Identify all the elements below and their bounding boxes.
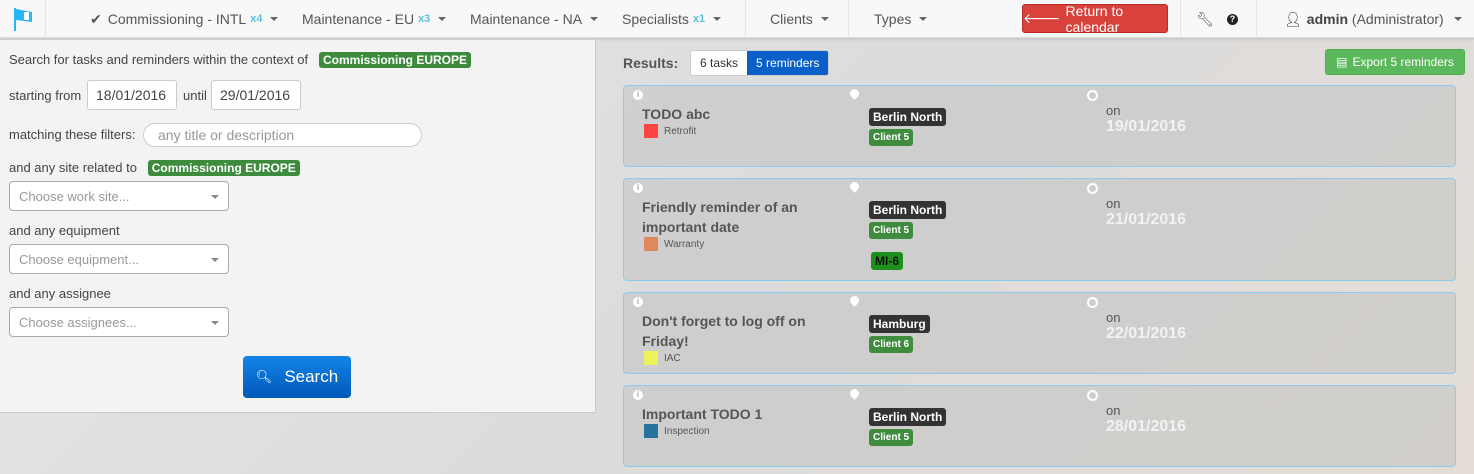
reminder-type: Inspection xyxy=(644,424,710,438)
caret-down-icon xyxy=(270,17,279,21)
until-label: until xyxy=(183,88,207,103)
location-pin-icon xyxy=(848,387,861,400)
reminder-date: 22/01/2016 xyxy=(1106,325,1187,342)
flag-logo-icon xyxy=(13,7,32,31)
caret-down-icon xyxy=(919,17,928,21)
location-pin-icon xyxy=(848,180,861,193)
on-label: on xyxy=(1106,310,1121,325)
caret-down-icon xyxy=(820,17,829,21)
equipment-label: and any equipment xyxy=(9,223,120,238)
arrow-left-icon: 🡐 xyxy=(1023,10,1061,26)
search-panel: Search for tasks and reminders within th… xyxy=(0,39,596,413)
site-badge: Berlin North xyxy=(869,408,947,426)
list-icon: ▤ xyxy=(1336,55,1348,69)
clock-icon xyxy=(1087,90,1098,101)
search-button[interactable]: 🔍︎ Search xyxy=(243,356,351,398)
type-color-swatch xyxy=(644,351,658,365)
nav-types[interactable]: Types xyxy=(874,0,928,38)
reminder-date: 28/01/2016 xyxy=(1106,418,1187,435)
info-icon: i xyxy=(633,183,643,193)
starting-from-label: starting from xyxy=(9,88,82,103)
export-button[interactable]: ▤ Export 5 reminders xyxy=(1325,49,1465,75)
clock-icon xyxy=(1087,183,1098,194)
reminder-type: IAC xyxy=(644,351,681,365)
wrench-icon[interactable]: 🔧︎ xyxy=(1196,10,1214,27)
tasks-tab[interactable]: 6 tasks xyxy=(691,51,748,75)
equipment-select[interactable]: Choose equipment... xyxy=(9,244,229,274)
reminders-tab[interactable]: 5 reminders xyxy=(747,51,829,75)
reminder-type: Retrofit xyxy=(644,124,696,138)
site-badge: Hamburg xyxy=(869,315,930,333)
site-context-badge: Commissioning EUROPE xyxy=(147,160,300,176)
reminder-title: Important TODO 1 xyxy=(642,406,763,422)
search-intro: Search for tasks and reminders within th… xyxy=(9,52,472,68)
nav-specialists[interactable]: Specialists x1 xyxy=(622,0,722,38)
type-color-swatch xyxy=(644,237,658,251)
reminder-card[interactable]: i Don't forget to log off on Friday! IAC… xyxy=(623,292,1456,374)
nav-clients[interactable]: Clients xyxy=(770,0,829,38)
user-menu[interactable]: 👤︎ admin (Administrator) xyxy=(1284,0,1462,38)
app-logo[interactable] xyxy=(0,0,46,38)
caret-down-icon xyxy=(211,321,219,325)
caret-down-icon xyxy=(211,195,219,199)
caret-down-icon xyxy=(211,258,219,262)
nav-maintenance-na[interactable]: Maintenance - NA xyxy=(470,0,599,38)
type-color-swatch xyxy=(644,124,658,138)
clock-icon xyxy=(1087,297,1098,308)
client-badge: Client 6 xyxy=(869,336,914,353)
reminder-card[interactable]: i Important TODO 1 Inspection Berlin Nor… xyxy=(623,385,1456,467)
reminder-title: Don't forget to log off on Friday! xyxy=(642,313,806,349)
reminder-date: 21/01/2016 xyxy=(1106,211,1187,228)
nav-maintenance-eu[interactable]: Maintenance - EU x3 xyxy=(302,0,447,38)
reminder-title: TODO abc xyxy=(642,106,711,122)
top-navbar: ✔ Commissioning - INTL x4 Maintenance - EU… xyxy=(0,0,1474,38)
clock-icon xyxy=(1087,390,1098,401)
on-label: on xyxy=(1106,103,1121,118)
nav-commissioning-intl[interactable]: ✔ Commissioning - INTL x4 xyxy=(90,0,279,38)
until-date-input[interactable]: 29/01/2016 xyxy=(211,80,301,110)
return-to-calendar-button[interactable]: 🡐 Return to calendar xyxy=(1022,3,1168,35)
info-icon: i xyxy=(633,90,643,100)
assignee-label: and any assignee xyxy=(9,286,111,301)
check-icon: ✔ xyxy=(90,10,102,27)
reminder-title: Friendly reminder of an important date xyxy=(642,199,798,235)
results-toggle: 6 tasks 5 reminders xyxy=(690,50,830,76)
on-label: on xyxy=(1106,196,1121,211)
caret-down-icon xyxy=(438,17,447,21)
user-icon: 👤︎ xyxy=(1284,10,1302,27)
info-icon: i xyxy=(633,390,643,400)
assignee-select[interactable]: Choose assignees... xyxy=(9,307,229,337)
work-site-select[interactable]: Choose work site... xyxy=(9,181,229,211)
location-pin-icon xyxy=(848,87,861,100)
context-badge: Commissioning EUROPE xyxy=(319,52,472,68)
equipment-badge: MI-6 xyxy=(871,252,903,270)
client-badge: Client 5 xyxy=(869,129,914,146)
filter-input[interactable]: any title or description xyxy=(143,123,422,147)
reminder-card[interactable]: i Friendly reminder of an important date… xyxy=(623,178,1456,281)
reminder-date: 19/01/2016 xyxy=(1106,118,1187,135)
caret-down-icon xyxy=(1453,17,1462,21)
reminder-type: Warranty xyxy=(644,237,704,251)
type-color-swatch xyxy=(644,424,658,438)
reminder-card[interactable]: i TODO abc Retrofit Berlin North Client … xyxy=(623,85,1456,167)
client-badge: Client 5 xyxy=(869,429,914,446)
site-badge: Berlin North xyxy=(869,201,947,219)
results-label: Results: xyxy=(623,55,679,71)
site-badge: Berlin North xyxy=(869,108,947,126)
location-pin-icon xyxy=(848,294,861,307)
info-icon: i xyxy=(633,297,643,307)
site-label: and any site related to Commissioning EU… xyxy=(9,160,300,176)
search-icon: 🔍︎ xyxy=(255,369,273,384)
from-date-input[interactable]: 18/01/2016 xyxy=(87,80,177,110)
caret-down-icon xyxy=(713,17,722,21)
help-icon[interactable]: ? xyxy=(1227,0,1238,38)
filters-label: matching these filters: xyxy=(9,127,136,142)
on-label: on xyxy=(1106,403,1121,418)
client-badge: Client 5 xyxy=(869,222,914,239)
caret-down-icon xyxy=(590,17,599,21)
